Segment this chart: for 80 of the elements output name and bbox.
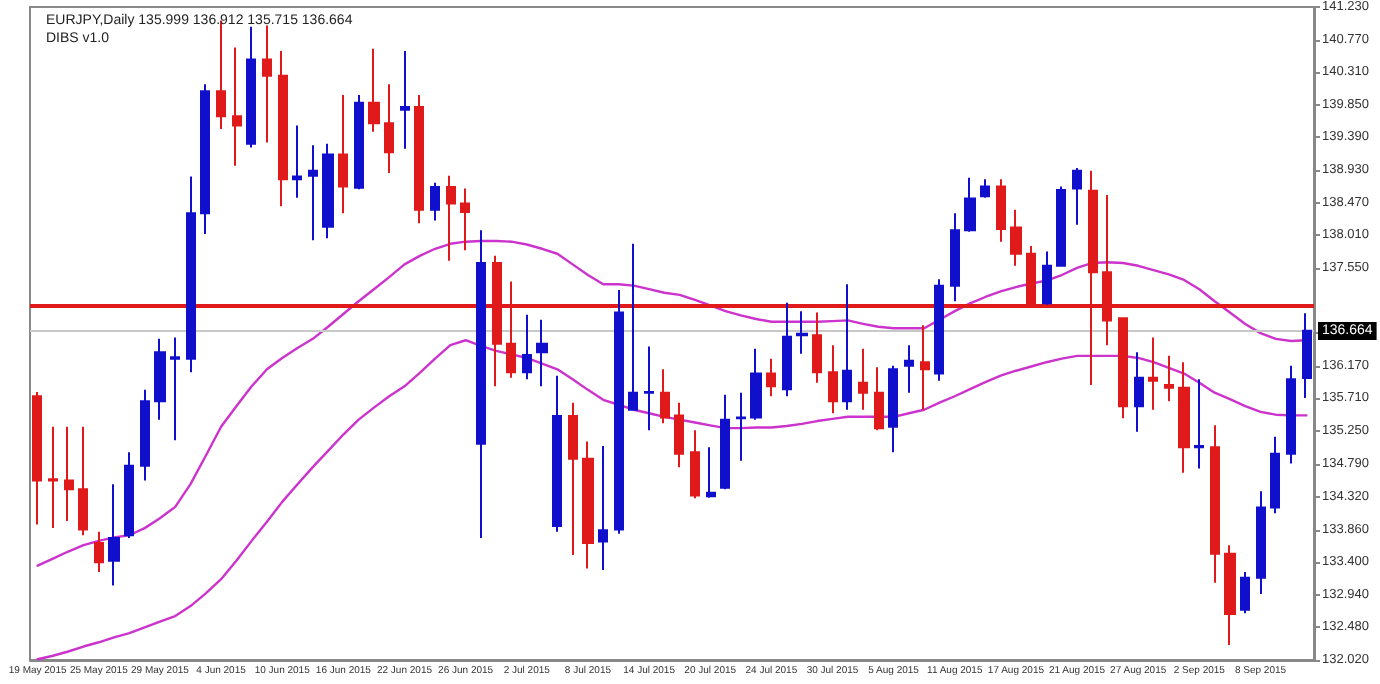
candlestick — [690, 429, 700, 500]
candlestick — [858, 347, 868, 411]
candlestick — [904, 344, 914, 394]
candlestick — [232, 46, 242, 167]
candlestick — [1010, 208, 1022, 267]
candlestick — [308, 144, 318, 242]
candlestick — [598, 444, 608, 571]
candlestick — [750, 347, 762, 421]
candlestick — [1270, 435, 1280, 515]
candlestick — [720, 393, 730, 491]
candlestick — [812, 311, 822, 384]
candlestick — [1194, 378, 1204, 470]
candlestick — [888, 364, 898, 454]
candlestick — [1302, 312, 1312, 400]
candlestick — [140, 388, 150, 482]
candlestick — [476, 229, 486, 540]
candlestick — [828, 344, 838, 415]
candlestick — [582, 440, 594, 570]
candlestick — [1042, 250, 1052, 306]
candlestick — [186, 175, 196, 374]
candlestick — [368, 47, 380, 133]
candlestick — [552, 374, 562, 533]
candlestick — [384, 83, 394, 174]
candlestick — [674, 401, 684, 469]
candlestick — [1164, 354, 1174, 403]
line-series — [36, 239, 1308, 567]
candlestick — [766, 357, 776, 398]
candlestick — [1256, 490, 1266, 596]
candlestick — [108, 483, 120, 587]
candlestick — [628, 242, 638, 411]
candlestick — [154, 337, 166, 421]
candlestick — [170, 336, 180, 442]
candlestick — [460, 187, 470, 252]
candlestick — [414, 93, 424, 225]
candlestick — [1240, 571, 1250, 615]
candlestick — [536, 318, 548, 388]
candlestick — [1134, 351, 1144, 433]
candlestick — [1056, 185, 1066, 267]
candlestick — [262, 24, 272, 144]
candlestick — [1286, 364, 1296, 465]
candlestick — [124, 451, 134, 540]
candlestick — [614, 288, 624, 535]
candlestick — [1178, 361, 1190, 474]
candlestick — [1072, 166, 1082, 226]
candlestick — [874, 366, 884, 432]
candlestick — [782, 301, 792, 398]
candlestick — [64, 425, 74, 523]
candlestick — [1210, 424, 1220, 584]
candlestick — [796, 310, 808, 355]
candlestick — [996, 178, 1006, 243]
candlestick — [934, 278, 944, 382]
candlestick — [200, 83, 210, 235]
candlestick — [446, 174, 456, 262]
candlestick — [430, 181, 440, 222]
candlestick — [78, 425, 88, 537]
candlestick — [660, 368, 670, 425]
candlestick — [354, 93, 364, 191]
candlestick — [246, 25, 256, 149]
candlestick — [400, 49, 410, 150]
candlestick — [950, 212, 960, 303]
candlestick — [1118, 317, 1128, 420]
candlestick — [338, 93, 348, 215]
candlestick — [94, 530, 104, 574]
candlestick — [278, 49, 288, 208]
candlestick — [32, 390, 42, 526]
candlestick — [292, 124, 302, 199]
candlestick — [736, 391, 746, 462]
candlestick — [1224, 544, 1236, 647]
line-series — [36, 339, 1308, 661]
candlestick — [980, 178, 990, 199]
candlestick — [964, 176, 976, 233]
candlestick — [706, 446, 716, 499]
candlestick — [644, 345, 654, 432]
candlestick — [1148, 336, 1158, 411]
candlestick — [522, 313, 532, 381]
candlestick — [322, 142, 334, 240]
candlestick — [842, 283, 852, 411]
candlestick — [568, 401, 578, 557]
candlestick — [48, 425, 58, 530]
candlestick — [920, 324, 930, 411]
